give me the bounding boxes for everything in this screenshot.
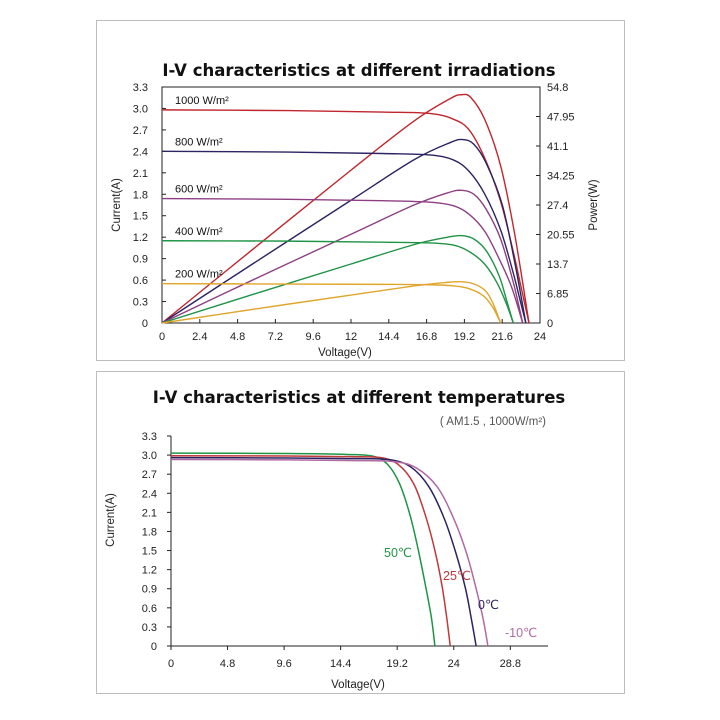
y-tick-label: 3.3 xyxy=(133,82,148,94)
y2-tick-label: 54.8 xyxy=(547,82,568,94)
y-tick-label: 3.0 xyxy=(133,103,148,115)
chart1-ylabel: Current(A) xyxy=(111,178,123,232)
y-tick-label: 1.8 xyxy=(133,189,148,201)
x-tick-label: 4.8 xyxy=(230,331,245,343)
iv-curve xyxy=(161,109,530,324)
y-tick-label: 0.6 xyxy=(133,275,148,287)
x-tick-label: 21.6 xyxy=(491,331,512,343)
y-tick-label: 1.5 xyxy=(133,211,148,223)
chart1-title: I-V characteristics at different irradia… xyxy=(162,61,555,80)
series-label: 50℃ xyxy=(384,546,412,560)
x-tick-label: 16.8 xyxy=(416,331,437,343)
y-tick-label: 0.6 xyxy=(142,603,157,615)
x-tick-label: 14.4 xyxy=(378,331,399,343)
iv-curve xyxy=(161,197,524,324)
series-label: 600 W/m² xyxy=(175,184,223,196)
x-tick-label: 14.4 xyxy=(330,658,351,670)
y2-tick-label: 34.25 xyxy=(547,171,575,183)
y-tick-label: 1.2 xyxy=(142,565,157,577)
y2-tick-label: 13.7 xyxy=(547,259,568,271)
iv-curve xyxy=(170,454,451,647)
x-tick-label: 9.6 xyxy=(276,658,291,670)
x-tick-label: 2.4 xyxy=(192,331,207,343)
y-tick-label: 0.9 xyxy=(142,584,157,596)
series-label: 25℃ xyxy=(443,569,471,583)
iv-curve xyxy=(170,458,489,647)
y2-tick-label: 6.85 xyxy=(547,289,568,301)
y2-tick-label: 47.95 xyxy=(547,112,575,124)
x-tick-label: 19.2 xyxy=(454,331,475,343)
iv-curve xyxy=(170,456,477,647)
series-label: 1000 W/m² xyxy=(175,95,229,107)
y-tick-label: 3.3 xyxy=(142,431,157,443)
x-tick-label: 19.2 xyxy=(386,658,407,670)
iv-curve xyxy=(161,240,514,324)
pv-curve xyxy=(161,189,524,324)
x-tick-label: 7.2 xyxy=(268,331,283,343)
y-tick-label: 2.4 xyxy=(142,488,157,500)
series-label: 0℃ xyxy=(478,598,499,612)
y-tick-label: 0.3 xyxy=(142,622,157,634)
chart1-xlabel: Voltage(V) xyxy=(318,347,372,359)
y2-tick-label: 41.1 xyxy=(547,141,568,153)
y-tick-label: 1.2 xyxy=(133,232,148,244)
y-tick-label: 1.8 xyxy=(142,526,157,538)
y-tick-label: 1.5 xyxy=(142,546,157,558)
x-tick-label: 12 xyxy=(345,331,357,343)
series-label: 200 W/m² xyxy=(175,269,223,281)
x-tick-label: 4.8 xyxy=(220,658,235,670)
y-tick-label: 0 xyxy=(151,641,157,653)
y-tick-label: 0.9 xyxy=(133,254,148,266)
series-label: -10℃ xyxy=(505,626,537,640)
x-tick-label: 28.8 xyxy=(500,658,521,670)
iv-curve xyxy=(161,282,502,324)
x-tick-label: 9.6 xyxy=(306,331,321,343)
x-tick-label: 0 xyxy=(159,331,165,343)
y-tick-label: 2.4 xyxy=(133,146,148,158)
y2-tick-label: 20.55 xyxy=(547,230,575,242)
x-tick-label: 24 xyxy=(448,658,460,670)
y-tick-label: 2.1 xyxy=(142,507,157,519)
iv-curve xyxy=(161,150,527,324)
iv-curve xyxy=(170,452,436,647)
chart2-xlabel: Voltage(V) xyxy=(331,679,385,691)
y-tick-label: 2.7 xyxy=(142,469,157,481)
temperature-chart-panel xyxy=(96,371,625,694)
y-tick-label: 3.0 xyxy=(142,450,157,462)
pv-curve xyxy=(161,93,530,324)
y-tick-label: 2.7 xyxy=(133,125,148,137)
y-tick-label: 0.3 xyxy=(133,297,148,309)
chart2-title: I-V characteristics at different tempera… xyxy=(153,388,566,407)
y-tick-label: 2.1 xyxy=(133,168,148,180)
x-tick-label: 0 xyxy=(168,658,174,670)
x-tick-label: 24 xyxy=(534,331,546,343)
y2-tick-label: 0 xyxy=(547,318,553,330)
series-label: 800 W/m² xyxy=(175,136,223,148)
chart2-subtitle: ( AM1.5 , 1000W/m²) xyxy=(440,416,546,428)
series-label: 400 W/m² xyxy=(175,226,223,238)
pv-curve xyxy=(161,280,502,324)
chart1-y2label: Power(W) xyxy=(588,179,600,230)
chart2-ylabel: Current(A) xyxy=(105,493,117,547)
y-tick-label: 0 xyxy=(142,318,148,330)
pv-curve xyxy=(161,234,514,324)
y2-tick-label: 27.4 xyxy=(547,200,568,212)
pv-curve xyxy=(161,138,527,324)
